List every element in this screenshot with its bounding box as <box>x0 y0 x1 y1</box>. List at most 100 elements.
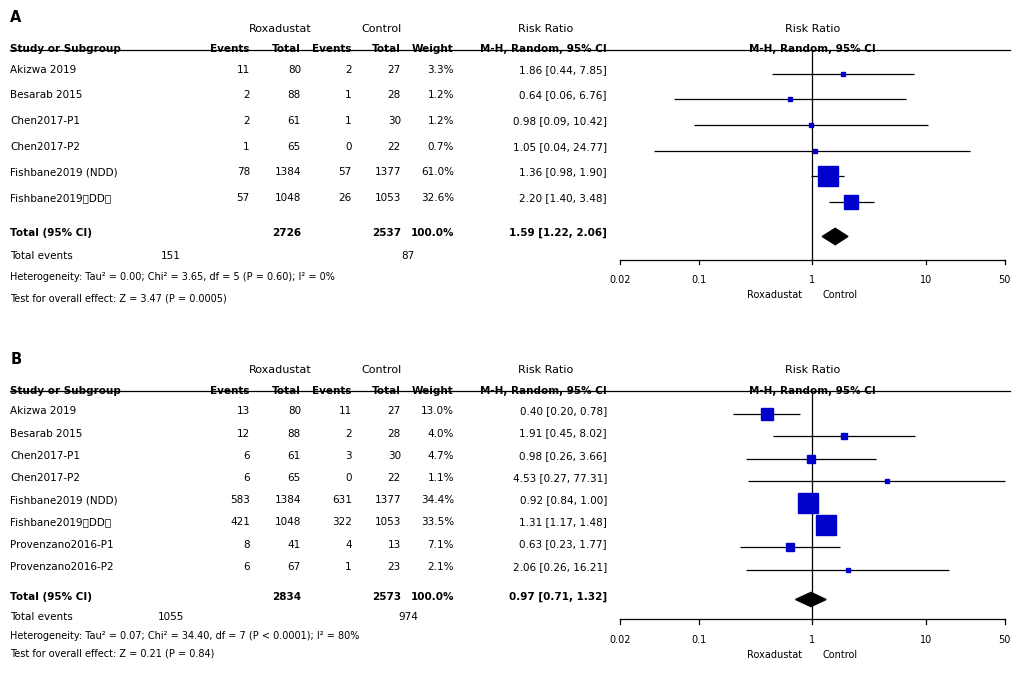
Text: Total: Total <box>372 386 400 396</box>
Text: Events: Events <box>210 386 250 396</box>
Text: Akizwa 2019: Akizwa 2019 <box>10 406 76 417</box>
Text: 1.2%: 1.2% <box>427 116 453 126</box>
Text: 22: 22 <box>387 473 400 483</box>
Text: 57: 57 <box>236 193 250 203</box>
Polygon shape <box>821 228 847 245</box>
Text: Heterogeneity: Tau² = 0.00; Chi² = 3.65, df = 5 (P = 0.60); I² = 0%: Heterogeneity: Tau² = 0.00; Chi² = 3.65,… <box>10 273 335 282</box>
Text: 65: 65 <box>287 141 301 152</box>
Text: 1377: 1377 <box>374 167 400 178</box>
Text: 61: 61 <box>287 451 301 461</box>
Text: Besarab 2015: Besarab 2015 <box>10 90 83 100</box>
Text: 1: 1 <box>808 275 815 285</box>
Text: Control: Control <box>361 365 401 376</box>
Text: 0.63 [0.23, 1.77]: 0.63 [0.23, 1.77] <box>519 540 606 550</box>
Text: Provenzano2016-P1: Provenzano2016-P1 <box>10 540 114 550</box>
Text: 3.3%: 3.3% <box>427 65 453 75</box>
Text: 1384: 1384 <box>274 167 301 178</box>
Text: Provenzano2016-P2: Provenzano2016-P2 <box>10 561 114 572</box>
Text: 30: 30 <box>387 451 400 461</box>
Text: 1.05 [0.04, 24.77]: 1.05 [0.04, 24.77] <box>513 141 606 152</box>
Text: 421: 421 <box>230 518 250 527</box>
Text: Risk Ratio: Risk Ratio <box>784 24 840 34</box>
Text: Risk Ratio: Risk Ratio <box>784 365 840 376</box>
Text: 61.0%: 61.0% <box>421 167 453 178</box>
Text: 2834: 2834 <box>271 591 301 602</box>
Text: Fishbane2019（DD）: Fishbane2019（DD） <box>10 193 111 203</box>
Text: 4.53 [0.27, 77.31]: 4.53 [0.27, 77.31] <box>512 473 606 483</box>
Text: Weight: Weight <box>412 386 453 396</box>
Text: 1: 1 <box>345 90 352 100</box>
Text: 13.0%: 13.0% <box>421 406 453 417</box>
Text: 2: 2 <box>244 90 250 100</box>
Text: 27: 27 <box>387 406 400 417</box>
Text: 2: 2 <box>345 429 352 438</box>
Text: 1.91 [0.45, 8.02]: 1.91 [0.45, 8.02] <box>519 429 606 438</box>
Text: 2.1%: 2.1% <box>427 561 453 572</box>
Text: Chen2017-P2: Chen2017-P2 <box>10 141 81 152</box>
Text: 3: 3 <box>345 451 352 461</box>
Text: 8: 8 <box>244 540 250 550</box>
Text: M-H, Random, 95% CI: M-H, Random, 95% CI <box>748 44 875 55</box>
Text: 2: 2 <box>345 65 352 75</box>
Text: A: A <box>10 10 21 25</box>
Text: 1: 1 <box>244 141 250 152</box>
Text: 10: 10 <box>918 635 930 645</box>
Text: 23: 23 <box>387 561 400 572</box>
Text: 100.0%: 100.0% <box>410 227 453 238</box>
Text: 0.02: 0.02 <box>608 635 631 645</box>
Text: 26: 26 <box>338 193 352 203</box>
Text: 78: 78 <box>236 167 250 178</box>
Text: 27: 27 <box>387 65 400 75</box>
Text: Fishbane2019 (NDD): Fishbane2019 (NDD) <box>10 167 118 178</box>
Text: Risk Ratio: Risk Ratio <box>518 365 573 376</box>
Text: 80: 80 <box>287 65 301 75</box>
Text: 33.5%: 33.5% <box>421 518 453 527</box>
Text: Events: Events <box>210 44 250 55</box>
Text: Akizwa 2019: Akizwa 2019 <box>10 65 76 75</box>
Text: M-H, Random, 95% CI: M-H, Random, 95% CI <box>748 386 875 396</box>
Text: Total events: Total events <box>10 251 73 261</box>
Text: 0: 0 <box>345 473 352 483</box>
Text: 0.92 [0.84, 1.00]: 0.92 [0.84, 1.00] <box>519 495 606 505</box>
Text: 2573: 2573 <box>371 591 400 602</box>
Text: 2.06 [0.26, 16.21]: 2.06 [0.26, 16.21] <box>513 561 606 572</box>
Text: 974: 974 <box>397 612 418 622</box>
Text: B: B <box>10 352 21 367</box>
Text: Total events: Total events <box>10 612 73 622</box>
Text: Besarab 2015: Besarab 2015 <box>10 429 83 438</box>
Text: 0: 0 <box>345 141 352 152</box>
Text: 65: 65 <box>287 473 301 483</box>
Text: 6: 6 <box>244 561 250 572</box>
Text: Roxadustat: Roxadustat <box>746 290 802 301</box>
Polygon shape <box>795 592 825 607</box>
Text: 80: 80 <box>287 406 301 417</box>
Text: 1: 1 <box>345 561 352 572</box>
Text: Total (95% CI): Total (95% CI) <box>10 227 92 238</box>
Text: Weight: Weight <box>412 44 453 55</box>
Text: 0.1: 0.1 <box>691 275 706 285</box>
Text: 1384: 1384 <box>274 495 301 505</box>
Text: Roxadustat: Roxadustat <box>249 24 312 34</box>
Text: 1055: 1055 <box>158 612 183 622</box>
Text: 1.59 [1.22, 2.06]: 1.59 [1.22, 2.06] <box>508 227 606 238</box>
Text: Total: Total <box>372 44 400 55</box>
Text: 1.1%: 1.1% <box>427 473 453 483</box>
Text: 1: 1 <box>345 116 352 126</box>
Text: 6: 6 <box>244 451 250 461</box>
Text: M-H, Random, 95% CI: M-H, Random, 95% CI <box>480 386 606 396</box>
Text: 6: 6 <box>244 473 250 483</box>
Text: 67: 67 <box>287 561 301 572</box>
Text: 28: 28 <box>387 429 400 438</box>
Text: 28: 28 <box>387 90 400 100</box>
Text: Control: Control <box>822 290 857 301</box>
Text: 0.98 [0.26, 3.66]: 0.98 [0.26, 3.66] <box>519 451 606 461</box>
Text: 0.64 [0.06, 6.76]: 0.64 [0.06, 6.76] <box>519 90 606 100</box>
Text: 1.86 [0.44, 7.85]: 1.86 [0.44, 7.85] <box>519 65 606 75</box>
Text: Events: Events <box>312 386 352 396</box>
Text: 30: 30 <box>387 116 400 126</box>
Text: 34.4%: 34.4% <box>421 495 453 505</box>
Text: 0.7%: 0.7% <box>427 141 453 152</box>
Text: 1: 1 <box>808 635 815 645</box>
Text: Chen2017-P1: Chen2017-P1 <box>10 451 81 461</box>
Text: 1048: 1048 <box>274 193 301 203</box>
